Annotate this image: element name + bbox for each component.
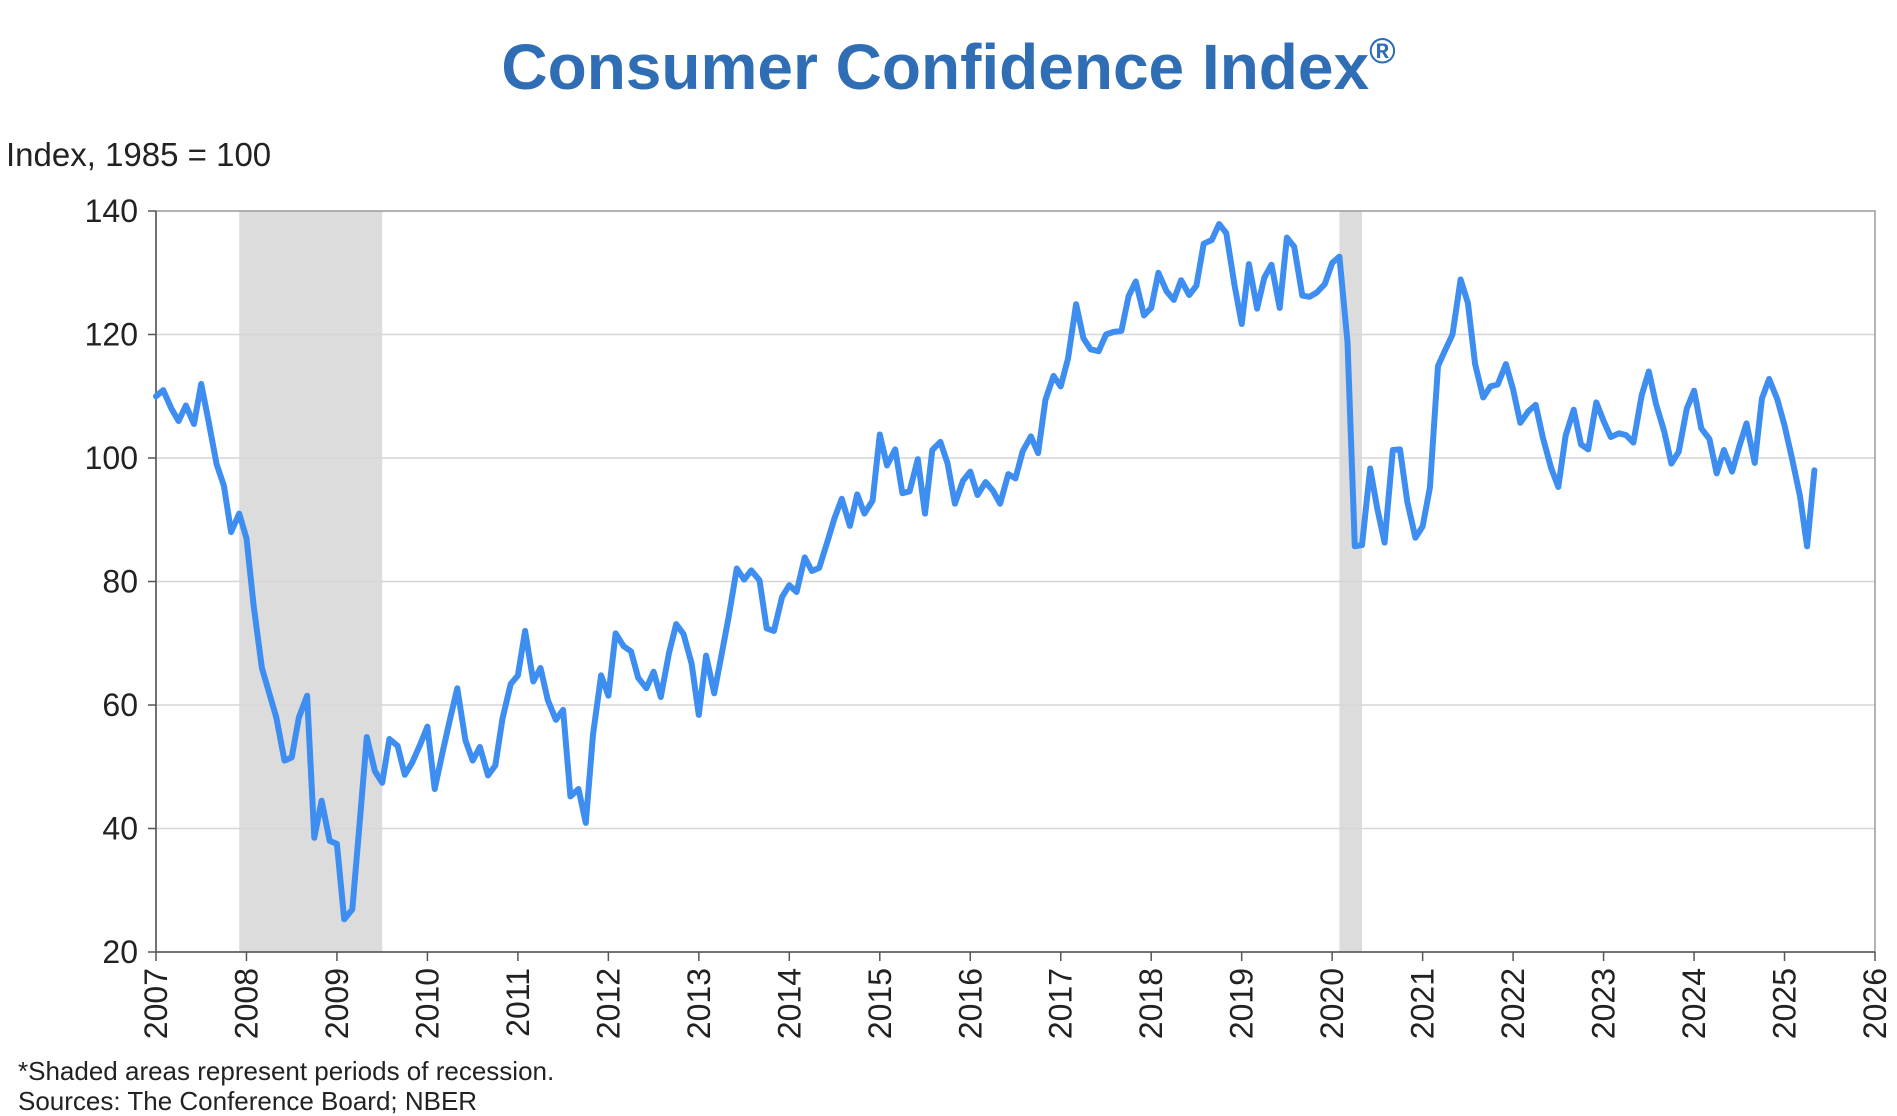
y-axis-label: Index, 1985 = 100 [6, 136, 272, 173]
footnote: *Shaded areas represent periods of reces… [18, 1056, 554, 1116]
y-tick-label: 20 [102, 934, 138, 970]
x-tick-label: 2014 [771, 968, 807, 1039]
x-tick-label: 2018 [1133, 968, 1169, 1039]
y-tick-label: 60 [102, 687, 138, 723]
x-tick-label: 2013 [681, 968, 717, 1039]
x-tick-label: 2022 [1495, 968, 1531, 1039]
x-tick-label: 2010 [409, 968, 445, 1039]
x-axis: 2007 2008 2009 2010 2011 2012 2013 2014 2015 2016… [138, 951, 1893, 1039]
x-tick-label: 2011 [500, 968, 536, 1037]
gridlines [156, 333, 1875, 830]
chart-title: Consumer Confidence Index® [0, 30, 1897, 104]
x-tick-label: 2012 [590, 968, 626, 1039]
footnote-sources: Sources: The Conference Board; NBER [18, 1086, 478, 1116]
x-tick-label: 2020 [1314, 968, 1350, 1039]
footnote-recession-note: *Shaded areas represent periods of reces… [18, 1056, 555, 1086]
y-axis: 20 40 60 80 100 120 140 [85, 193, 157, 970]
y-tick-label: 80 [102, 564, 138, 600]
x-tick-label: 2019 [1224, 968, 1260, 1039]
x-tick-label: 2016 [952, 968, 988, 1039]
x-tick-label: 2026 [1857, 968, 1893, 1039]
x-tick-label: 2021 [1405, 968, 1441, 1039]
x-tick-label: 2023 [1586, 968, 1622, 1039]
x-tick-label: 2007 [138, 968, 174, 1039]
x-tick-label: 2009 [319, 968, 355, 1039]
y-tick-label: 120 [85, 317, 138, 353]
x-tick-label: 2017 [1043, 968, 1079, 1039]
y-tick-label: 40 [102, 811, 138, 847]
x-tick-label: 2025 [1767, 968, 1803, 1039]
y-tick-label: 100 [85, 440, 138, 476]
y-tick-label: 140 [85, 193, 138, 229]
x-tick-label: 2015 [862, 968, 898, 1039]
chart-title-text: Consumer Confidence Index [501, 31, 1370, 103]
series-line-consumer-confidence [153, 221, 1818, 923]
x-tick-label: 2008 [228, 968, 264, 1039]
registered-mark: ® [1369, 30, 1396, 71]
x-tick-label: 2024 [1676, 968, 1712, 1039]
